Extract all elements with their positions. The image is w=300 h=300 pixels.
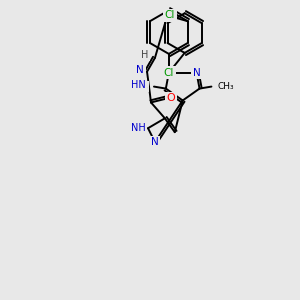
Text: HN: HN — [131, 80, 146, 90]
Text: N: N — [193, 68, 200, 78]
Text: N: N — [136, 65, 144, 75]
Text: N: N — [151, 137, 159, 147]
Text: Cl: Cl — [164, 68, 174, 78]
Text: CH₃: CH₃ — [131, 82, 148, 91]
Text: NH: NH — [131, 123, 146, 133]
Text: O: O — [167, 94, 175, 103]
Text: N: N — [165, 68, 173, 78]
Text: H: H — [141, 50, 149, 60]
Text: Cl: Cl — [165, 10, 175, 20]
Text: CH₃: CH₃ — [218, 82, 234, 91]
